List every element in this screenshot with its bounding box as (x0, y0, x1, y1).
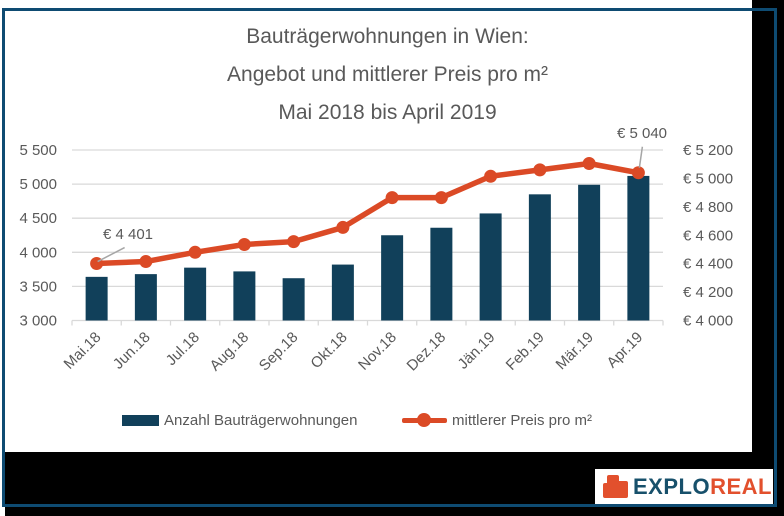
annotation-first-price: € 4 401 (102, 226, 154, 243)
chart-title-line-3: Mai 2018 bis April 2019 (278, 101, 497, 124)
bar (184, 267, 207, 321)
bar (381, 235, 404, 321)
chart-title-line-1: Bauträgerwohnungen in Wien: (246, 25, 529, 48)
x-axis-label: Apr.19 (604, 329, 647, 372)
bar (578, 184, 601, 321)
right-axis-tick-label: € 4 800 (683, 199, 733, 216)
price-marker (336, 220, 350, 234)
bar (528, 194, 551, 321)
x-axis-label: Jul.18 (163, 329, 203, 369)
bar (627, 175, 650, 321)
x-axis-label: Dez.18 (404, 329, 450, 375)
right-axis-tick-label: € 5 000 (683, 170, 733, 187)
price-marker (631, 166, 645, 180)
left-axis-tick-label: 4 500 (19, 210, 57, 227)
annotation-last-price: € 5 040 (616, 125, 668, 142)
building-blocks-icon (603, 474, 628, 498)
price-marker (533, 163, 547, 177)
plot-area: 3 000 3 500 4 000 4 500 5 000 5 500 € 4 000 € 4… (19, 142, 733, 375)
right-axis-tick-label: € 5 200 (683, 142, 733, 159)
logo-wordmark: EXPLOREAL (633, 474, 772, 500)
left-axis-tick-label: 4 000 (19, 244, 57, 261)
x-axis-label: Okt.18 (307, 329, 350, 372)
legend-label-bars: Anzahl Bauträgerwohnungen (164, 412, 358, 429)
x-axis-label: Mär.19 (553, 329, 597, 373)
bar (134, 274, 157, 321)
price-marker (237, 237, 251, 251)
price-marker (484, 169, 498, 183)
right-axis-tick-label: € 4 000 (683, 313, 733, 330)
annotation-leader-last (638, 146, 644, 168)
annotation-leader-first (97, 246, 125, 263)
x-axis-label: Feb.19 (503, 329, 548, 374)
x-axis-label: Mai.18 (61, 329, 105, 373)
price-marker (287, 235, 301, 249)
x-axis-label: Nov.18 (355, 329, 400, 374)
left-axis-tick-label: 5 000 (19, 176, 57, 193)
legend: Anzahl Bauträgerwohnungen mittlerer Prei… (0, 408, 752, 438)
bar (233, 271, 256, 321)
chart-title: Bauträgerwohnungen in Wien: Angebot und … (15, 18, 760, 132)
x-axis-label: Sep.18 (256, 329, 302, 375)
black-band-right (752, 0, 784, 516)
bar (430, 227, 453, 321)
bar (85, 276, 108, 321)
price-marker (434, 191, 448, 205)
left-axis-tick-label: 3 000 (19, 313, 57, 330)
left-axis-tick-label: 3 500 (19, 278, 57, 295)
left-axis-tick-label: 5 500 (19, 142, 57, 159)
logo-prefix: EXPLO (633, 473, 711, 499)
x-axis-label: Jän.19 (455, 329, 499, 373)
bar (479, 213, 502, 321)
price-marker (385, 191, 399, 205)
logo-suffix: REAL (710, 473, 772, 499)
right-axis-tick-label: € 4 600 (683, 227, 733, 244)
bar (331, 264, 354, 321)
legend-line-dot-swatch (417, 413, 431, 427)
price-marker (582, 156, 596, 170)
price-line (96, 160, 639, 267)
chart-title-line-2: Angebot und mittlerer Preis pro m² (227, 63, 548, 86)
x-axis-label: Jun.18 (110, 329, 154, 373)
bar (282, 278, 305, 321)
legend-label-line: mittlerer Preis pro m² (452, 412, 593, 429)
price-marker (139, 255, 153, 269)
right-axis-tick-label: € 4 400 (683, 256, 733, 273)
right-axis-tick-label: € 4 200 (683, 284, 733, 301)
legend-bar-swatch (122, 415, 159, 426)
price-marker (188, 245, 202, 259)
logo-box: EXPLOREAL (595, 469, 773, 504)
x-axis-label: Aug.18 (207, 329, 253, 375)
